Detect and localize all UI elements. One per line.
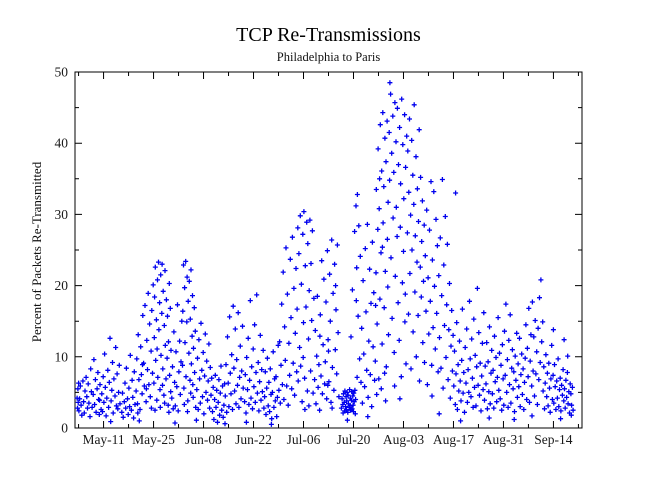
x-tick-label: Jul-06 bbox=[287, 432, 321, 447]
x-tick-label: May-25 bbox=[132, 432, 175, 447]
scatter-points bbox=[74, 80, 576, 427]
x-tick-label: Sep-14 bbox=[534, 432, 572, 447]
minor-ticks bbox=[75, 72, 582, 428]
y-tick-label: 30 bbox=[55, 207, 69, 222]
chart-title: TCP Re-Transmissions bbox=[236, 24, 421, 46]
major-ticks bbox=[75, 71, 582, 429]
y-tick-label: 0 bbox=[61, 421, 68, 436]
y-tick-label: 40 bbox=[55, 136, 69, 151]
x-tick-label: Jun-08 bbox=[185, 432, 222, 447]
x-tick-label: Aug-03 bbox=[383, 432, 424, 447]
y-tick-label: 10 bbox=[55, 349, 69, 364]
y-tick-label: 50 bbox=[55, 65, 69, 80]
x-tick-label: May-11 bbox=[82, 432, 124, 447]
plot-frame bbox=[74, 71, 583, 429]
y-tick-label: 20 bbox=[55, 278, 69, 293]
x-tick-label: Jun-22 bbox=[235, 432, 272, 447]
x-tick-label: Jul-20 bbox=[337, 432, 371, 447]
x-tick-label: Aug-17 bbox=[433, 432, 474, 447]
chart-subtitle: Philadelphia to Paris bbox=[276, 50, 381, 64]
x-tick-label: Aug-31 bbox=[483, 432, 524, 447]
